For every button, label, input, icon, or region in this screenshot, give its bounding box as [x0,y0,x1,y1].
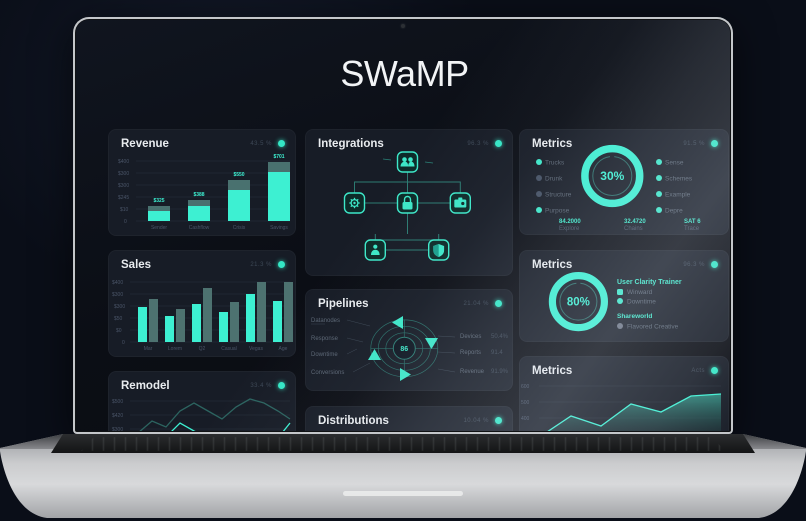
svg-text:Structure: Structure [545,192,572,199]
svg-text:Trucks: Trucks [545,160,565,167]
svg-text:Example: Example [665,192,691,199]
svg-text:600: 600 [521,384,530,390]
svg-text:Revenue: Revenue [460,369,485,375]
svg-text:80%: 80% [567,297,590,309]
svg-text:Age: Age [279,346,288,352]
svg-text:Devices: Devices [460,334,481,340]
svg-text:$300: $300 [114,304,125,310]
svg-text:50.4%: 50.4% [491,334,509,340]
svg-text:0: 0 [124,219,127,225]
svg-text:$325: $325 [153,198,164,204]
svg-text:$300: $300 [118,183,129,189]
svg-text:91.4: 91.4 [491,350,503,356]
svg-text:Response: Response [311,336,339,342]
svg-text:Depre: Depre [665,208,683,215]
svg-text:$701: $701 [273,154,284,160]
svg-text:$300: $300 [118,171,129,177]
svg-text:Purpose: Purpose [545,208,570,215]
svg-text:Downtime: Downtime [627,299,656,306]
svg-text:$300: $300 [112,292,123,298]
svg-text:Casual: Casual [221,346,237,352]
svg-text:Vegas: Vegas [249,346,263,352]
svg-text:$50: $50 [114,316,123,322]
svg-text:User Clarity Trainer: User Clarity Trainer [617,279,682,286]
svg-text:Downtime: Downtime [311,352,338,358]
svg-text:0: 0 [122,340,125,346]
svg-text:$10: $10 [120,207,129,213]
svg-text:Winward: Winward [627,289,653,296]
svg-text:$500: $500 [112,399,123,405]
svg-text:Lorem: Lorem [168,346,182,352]
svg-text:Conversions: Conversions [311,370,344,376]
svg-text:32.4720: 32.4720 [624,219,646,225]
svg-text:86: 86 [400,346,408,353]
svg-text:91.9%: 91.9% [491,369,509,375]
svg-text:30%: 30% [600,169,624,183]
svg-text:500: 500 [521,400,530,406]
svg-text:$420: $420 [112,413,123,419]
svg-text:Drunk: Drunk [545,176,563,183]
svg-text:Cashflow: Cashflow [189,225,210,231]
svg-text:Chains: Chains [624,226,643,232]
svg-text:$245: $245 [118,195,129,201]
svg-text:Schemes: Schemes [665,176,693,183]
svg-text:Datanodes: Datanodes [311,318,340,324]
svg-text:Flavored Creative: Flavored Creative [627,324,679,331]
svg-text:Shareworld: Shareworld [617,313,652,320]
svg-text:Explore: Explore [559,226,580,232]
svg-text:Mar: Mar [144,346,153,352]
svg-text:Q2: Q2 [199,346,206,352]
svg-text:$550: $550 [233,172,244,178]
svg-text:400: 400 [521,416,530,422]
svg-text:84.2000: 84.2000 [559,219,581,225]
svg-text:Trace: Trace [684,226,700,232]
svg-text:Reports: Reports [460,350,481,356]
svg-text:$400: $400 [112,280,123,286]
svg-text:$0: $0 [116,328,122,334]
svg-text:Sense: Sense [665,160,684,167]
svg-text:SAT 6: SAT 6 [684,219,701,225]
svg-text:$388: $388 [193,192,204,198]
svg-text:Crisis: Crisis [233,225,246,231]
svg-text:$400: $400 [118,159,129,165]
svg-text:Sender: Sender [151,225,167,231]
svg-text:Savings: Savings [270,225,288,231]
